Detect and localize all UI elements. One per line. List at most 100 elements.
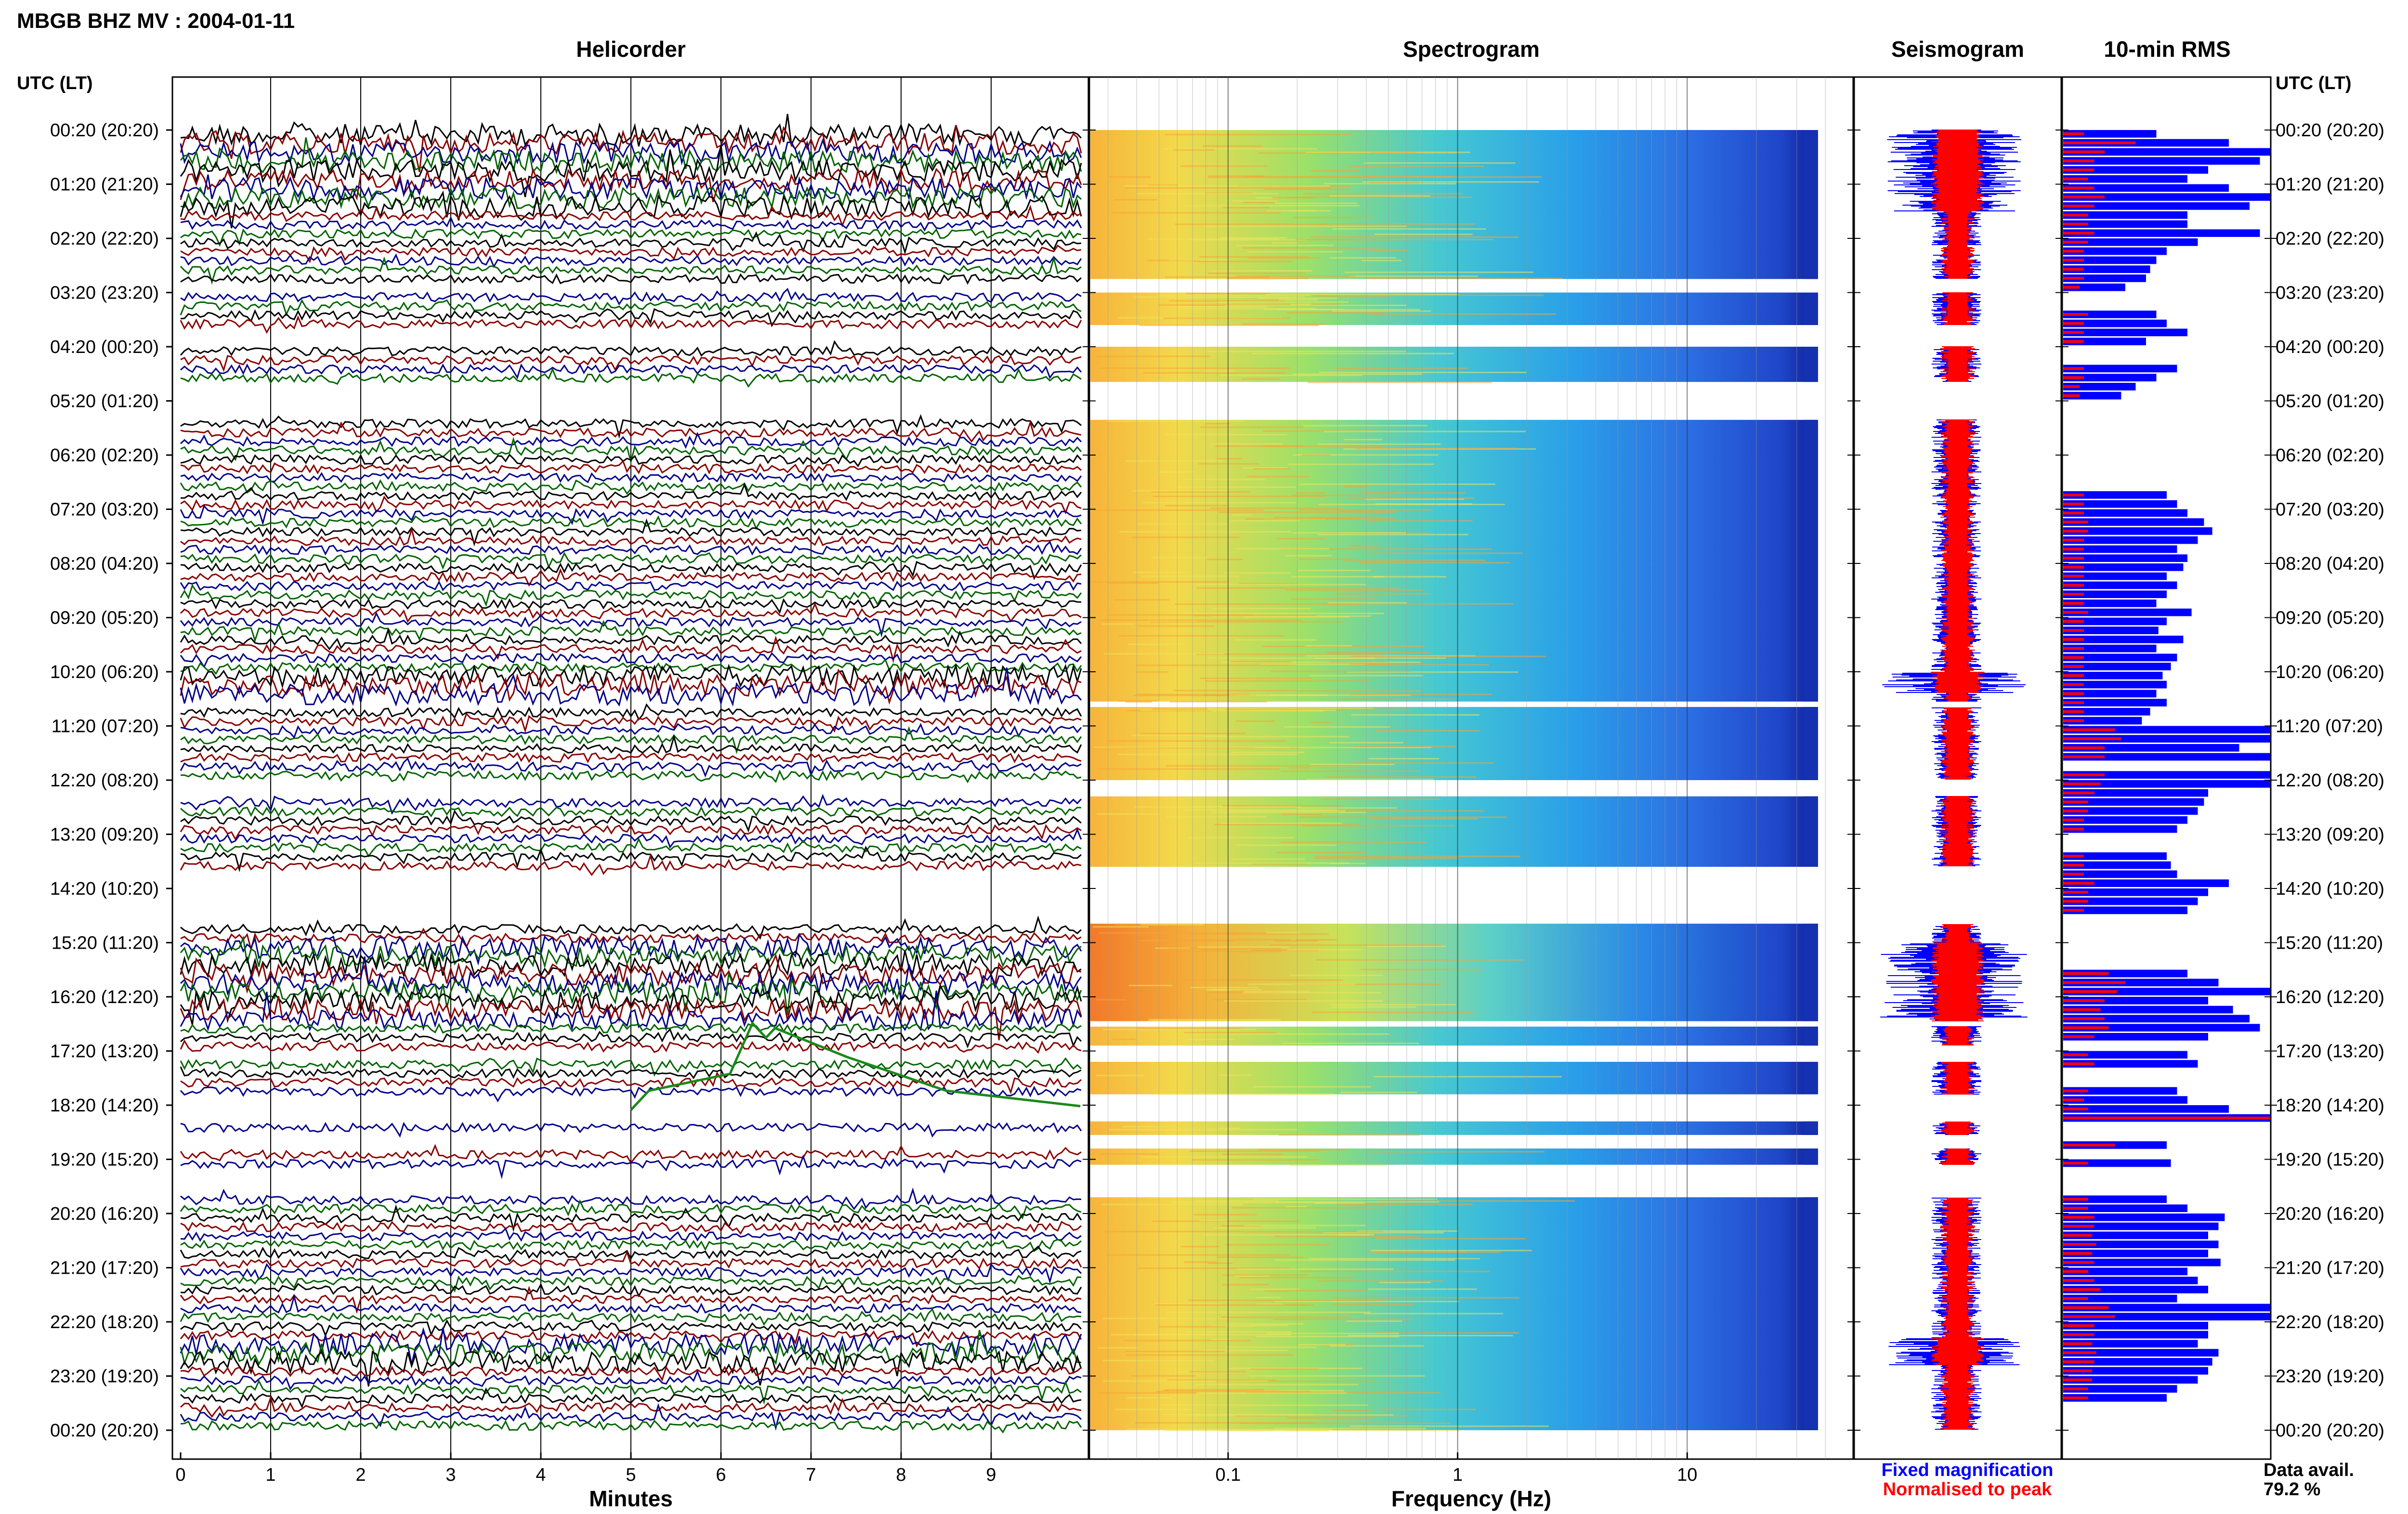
spectrogram-texture xyxy=(1211,1338,1231,1340)
spectrogram-texture xyxy=(1205,680,1371,682)
time-tick-right: 13:20 (09:20) xyxy=(2276,825,2384,845)
spectrogram-texture xyxy=(1232,200,1278,202)
spectrogram-texture xyxy=(1175,223,1327,225)
helicorder-trace xyxy=(180,1221,1082,1235)
spectrogram-texture xyxy=(1377,1200,1575,1202)
spectrogram-texture xyxy=(1102,623,1135,625)
spectrogram-texture xyxy=(1148,184,1178,186)
helicorder-trace xyxy=(180,1387,1082,1409)
spectrogram-texture xyxy=(1184,1261,1217,1263)
spectrogram-texture xyxy=(1132,536,1240,538)
spectrogram-texture xyxy=(1274,516,1383,518)
spectrogram-texture xyxy=(1367,552,1522,554)
helicorder-title: Helicorder xyxy=(576,37,686,62)
spectrogram-texture xyxy=(1099,932,1270,934)
rms-bar-fixed xyxy=(2063,238,2198,246)
helicorder-trace xyxy=(180,244,1082,263)
time-tick-right: 02:20 (22:20) xyxy=(2276,229,2384,249)
time-tick-right: 23:20 (19:20) xyxy=(2276,1367,2384,1387)
time-tick-right: 03:20 (23:20) xyxy=(2276,283,2384,303)
rms-bar-normalised xyxy=(2063,232,2094,235)
spectrogram-texture xyxy=(1207,559,1243,561)
rms-bar-normalised xyxy=(2063,809,2088,812)
spectrogram-texture xyxy=(1131,734,1226,736)
spectrogram-texture xyxy=(1205,351,1406,352)
rms-bar-normalised xyxy=(2063,873,2084,876)
spectrogram-texture xyxy=(1253,1086,1371,1088)
spectrogram-texture xyxy=(1333,1304,1414,1305)
helicorder-trace xyxy=(180,584,1082,607)
rms-bar-normalised xyxy=(2063,331,2084,334)
spectrogram-texture xyxy=(1118,754,1298,756)
spectrogram-texture xyxy=(1289,767,1310,769)
spectrogram-texture xyxy=(1341,1091,1417,1093)
rms-bar-fixed xyxy=(2063,166,2208,174)
spectrogram-edge xyxy=(1804,1197,1818,1430)
spectrogram-texture xyxy=(1292,454,1439,456)
spectrogram-texture xyxy=(1119,531,1292,533)
spectrogram-texture xyxy=(1165,278,1287,280)
spectrogram-texture xyxy=(1199,1220,1227,1222)
spectrogram-edge xyxy=(1804,1062,1818,1095)
helicorder-trace xyxy=(180,228,1082,247)
helicorder-trace xyxy=(180,828,1082,849)
rms-bar-fixed xyxy=(2063,897,2198,905)
rms-bar-fixed xyxy=(2063,1222,2219,1230)
spectrogram-texture xyxy=(1243,1231,1384,1233)
spectrogram-texture xyxy=(1361,968,1482,970)
spectrogram-plot xyxy=(1090,77,1826,1459)
spectrogram-texture xyxy=(1263,430,1379,432)
spectrogram-texture xyxy=(1302,454,1331,456)
spectrogram-texture xyxy=(1114,599,1169,601)
spectrogram-texture xyxy=(1310,236,1518,238)
spectrogram-texture xyxy=(1106,614,1254,616)
spectrogram-texture xyxy=(1155,1304,1314,1306)
spectrogram-texture xyxy=(1107,582,1159,584)
helicorder-trace xyxy=(180,1245,1082,1263)
helicorder-trace xyxy=(180,837,1082,858)
spectrogram-texture xyxy=(1125,701,1152,703)
helicorder-trace xyxy=(180,915,1082,940)
spectrogram-texture xyxy=(1184,1032,1277,1034)
spectrogram-texture xyxy=(1219,1430,1329,1432)
helicorder-trace xyxy=(180,367,1082,388)
rms-bar-normalised xyxy=(2063,1035,2094,1038)
rms-bar-fixed xyxy=(2063,184,2229,192)
rms-plot xyxy=(2063,130,2270,1402)
rms-bar-normalised xyxy=(2063,159,2094,162)
helicorder-trace xyxy=(180,354,1082,372)
rms-bar-fixed xyxy=(2063,1367,2208,1375)
spectrogram-texture xyxy=(1285,1429,1460,1431)
spectrogram-texture xyxy=(1343,485,1368,487)
spectrogram-texture xyxy=(1373,1076,1562,1078)
spectrogram-texture xyxy=(1319,371,1527,373)
rms-bar-fixed xyxy=(2063,879,2229,887)
spectrogram-texture xyxy=(1203,949,1226,951)
spectrogram-texture xyxy=(1138,1267,1290,1269)
helicorder-trace xyxy=(180,253,1082,268)
rms-bar-fixed xyxy=(2063,735,2270,743)
time-tick-left: 12:20 (08:20) xyxy=(50,770,159,791)
spectrogram-texture xyxy=(1096,999,1126,1001)
rms-bar-fixed xyxy=(2063,861,2171,869)
time-tick-right: 17:20 (13:20) xyxy=(2276,1042,2384,1062)
data-avail-label: Data avail. xyxy=(2264,1460,2354,1480)
spectrogram-texture xyxy=(1230,661,1292,663)
rms-bar-fixed xyxy=(2063,726,2270,734)
spectrogram-texture xyxy=(1194,1383,1358,1385)
spectrogram-texture xyxy=(1253,1198,1438,1200)
rms-bar-fixed xyxy=(2063,374,2157,381)
helicorder-trace xyxy=(180,580,1082,592)
spectrogram-texture xyxy=(1364,664,1489,666)
rms-bar-normalised xyxy=(2063,701,2084,704)
helicorder-trace xyxy=(180,752,1082,763)
helicorder-trace xyxy=(180,540,1082,559)
rms-bar-normalised xyxy=(2063,1279,2094,1282)
rms-bar-fixed xyxy=(2063,753,2270,761)
spectrogram-texture xyxy=(1369,818,1478,820)
rms-bar-normalised xyxy=(2063,629,2084,632)
time-tick-right: 15:20 (11:20) xyxy=(2276,933,2383,953)
helicorder-trace xyxy=(180,216,1082,234)
minute-tick-label: 6 xyxy=(716,1465,726,1485)
helicorder-trace xyxy=(180,496,1082,515)
